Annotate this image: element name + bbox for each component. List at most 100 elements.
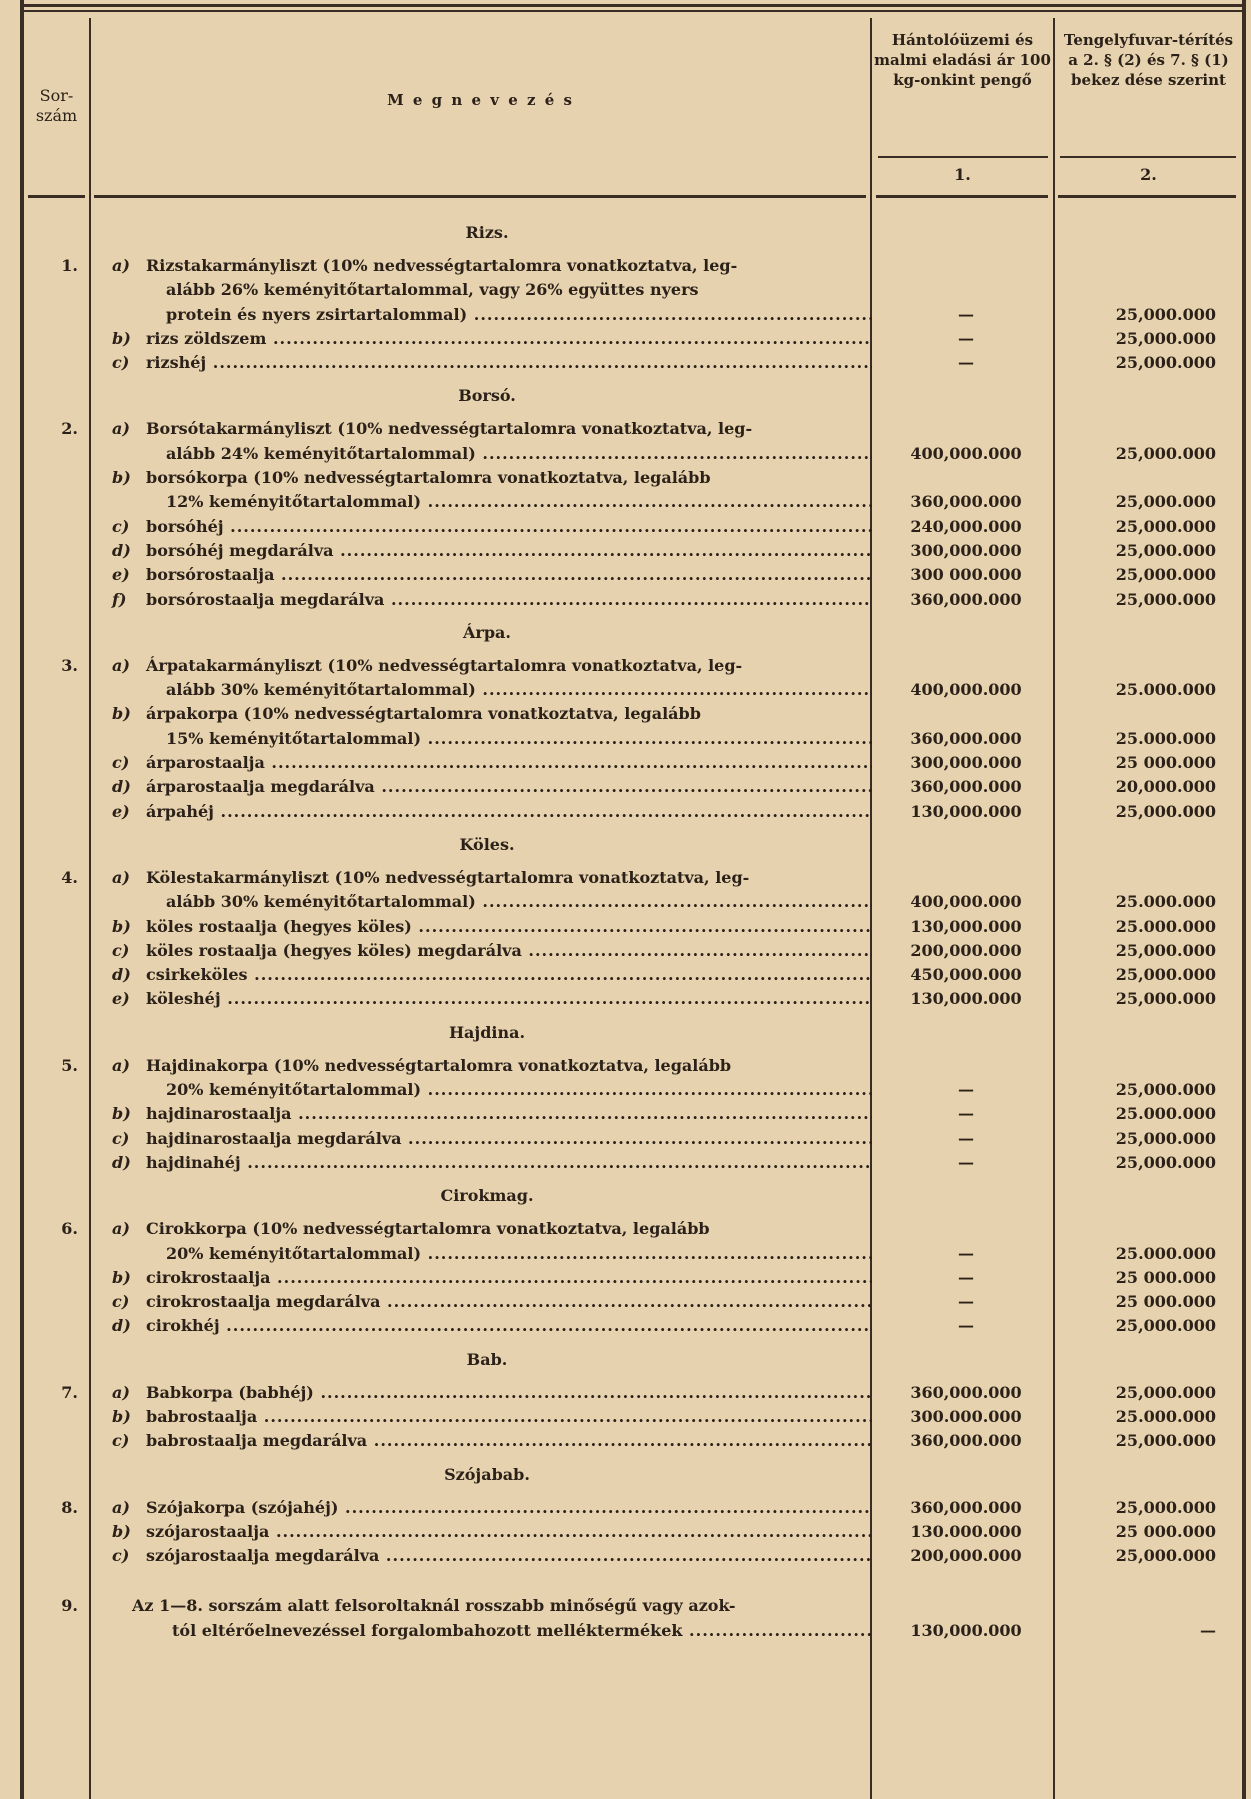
freight-value: 25,000.000	[1115, 801, 1216, 821]
item-name: alább 26% keményitőtartalommal, vagy 26%…	[92, 278, 872, 302]
item-text: rizshéj	[146, 353, 207, 373]
column-number-2: 2.	[1140, 165, 1157, 184]
section-title: Árpa.	[463, 622, 511, 642]
item-letter: c)	[112, 516, 130, 536]
price-value	[872, 466, 1042, 490]
item-name: b) árpakorpa (10% nedvességtartalomra von…	[92, 702, 872, 726]
price-value	[872, 702, 1042, 726]
table-row: 9. Az 1—8. sorszám alatt felsoroltaknál r…	[24, 1594, 1242, 1618]
header-rule	[1060, 156, 1236, 158]
section-title: Szójabab.	[444, 1464, 530, 1484]
item-letter: a)	[112, 419, 130, 439]
item-name: d) hajdinahéj	[92, 1151, 872, 1175]
price-value: 400,000.000	[910, 680, 1022, 700]
freight-value: 25,000.000	[1115, 516, 1216, 536]
table-row: c) rizshéj — 25,000.000	[24, 351, 1242, 375]
freight-value: 25,000.000	[1115, 1128, 1216, 1148]
freight-value	[1054, 254, 1224, 278]
row-number	[24, 800, 92, 824]
item-text: csirkeköles	[146, 965, 248, 985]
row-number	[24, 1078, 92, 1102]
freight-value: 25,000.000	[1115, 492, 1216, 512]
row-number	[24, 1127, 92, 1151]
table-row: b) cirokrostaalja — 25 000.000	[24, 1266, 1242, 1290]
freight-value: 25 000.000	[1115, 1292, 1216, 1312]
item-text: alább 30% keményitőtartalommal)	[166, 892, 476, 912]
header-col1: Hántolóüzemi és malmi eladási ár 100 kg-…	[874, 31, 1051, 89]
row-number: 9.	[61, 1596, 78, 1616]
item-text: Cirokkorpa (10% nedvességtartalomra vona…	[146, 1219, 710, 1239]
item-text: árpahéj	[146, 801, 214, 821]
item-letter: e)	[112, 565, 130, 585]
freight-value: 25.000.000	[1115, 728, 1216, 748]
price-value: —	[958, 1267, 974, 1287]
item-text: Kölestakarmányliszt (10% nedvességtartal…	[146, 867, 750, 887]
item-letter: c)	[112, 1292, 130, 1312]
price-value	[872, 1054, 1042, 1078]
item-letter: a)	[112, 1219, 130, 1239]
freight-value: 25,000.000	[1115, 965, 1216, 985]
table-row: b) babrostaalja 300.000.000 25.000.000	[24, 1405, 1242, 1429]
price-value: —	[958, 1080, 974, 1100]
item-text: hajdinarostaalja megdarálva	[146, 1128, 402, 1148]
item-letter: b)	[112, 1521, 131, 1541]
table-row: c) borsóhéj 240,000.000 25,000.000	[24, 515, 1242, 539]
price-value: 300,000.000	[910, 540, 1022, 560]
table-row: b) borsókorpa (10% nedvességtartalomra vo…	[24, 466, 1242, 490]
top-rule	[20, 4, 1246, 7]
table-row: 12% keményitőtartalommal) 360,000.000 25,0…	[24, 490, 1242, 514]
item-name: c) rizshéj	[92, 351, 872, 375]
item-text: rizs zöldszem	[146, 328, 267, 348]
item-name: b) szójarostaalja	[92, 1520, 872, 1544]
price-value	[872, 654, 1042, 678]
table-row: 1. a) Rizstakarmányliszt (10% nedvességtar…	[24, 254, 1242, 278]
item-text: cirokrostaalja	[146, 1267, 271, 1287]
table-row: 5. a) Hajdinakorpa (10% nedvességtartalomr…	[24, 1054, 1242, 1078]
freight-value	[1054, 1054, 1224, 1078]
table-row: f) borsórostaalja megdarálva 360,000.000 25…	[24, 588, 1242, 612]
price-value: —	[958, 1104, 974, 1124]
row-number	[24, 351, 92, 375]
item-name: b) babrostaalja	[92, 1405, 872, 1429]
price-value: —	[958, 1316, 974, 1336]
item-name: c) hajdinarostaalja megdarálva	[92, 1127, 872, 1151]
table-row: protein és nyers zsirtartalommal) — 25,000…	[24, 303, 1242, 327]
item-text: köles rostaalja (hegyes köles)	[146, 916, 412, 936]
freight-value: 20,000.000	[1115, 777, 1216, 797]
freight-value: 25,000.000	[1115, 1152, 1216, 1172]
freight-value	[1054, 1594, 1224, 1618]
table-row: e) borsórostaalja 300 000.000 25,000.000	[24, 563, 1242, 587]
section-title: Borsó.	[458, 386, 516, 406]
item-text: Árpatakarmányliszt (10% nedvességtartalo…	[146, 655, 743, 675]
item-letter: a)	[112, 1497, 130, 1517]
item-name: e) köleshéj	[92, 987, 872, 1011]
item-name: a) Babkorpa (babhéj)	[92, 1381, 872, 1405]
price-value: 360,000.000	[910, 728, 1022, 748]
price-value	[872, 1594, 1042, 1618]
row-number	[24, 915, 92, 939]
table-row: e) köleshéj 130,000.000 25,000.000	[24, 987, 1242, 1011]
header-separator	[94, 195, 866, 198]
price-value: 300 000.000	[910, 565, 1022, 585]
row-number	[24, 1314, 92, 1338]
header-separator	[28, 195, 85, 198]
row-number	[24, 727, 92, 751]
price-value	[872, 866, 1042, 890]
price-value: 240,000.000	[910, 516, 1022, 536]
item-text: szójarostaalja	[146, 1521, 270, 1541]
price-value: 130,000.000	[910, 1620, 1022, 1640]
freight-value: 25.000.000	[1115, 916, 1216, 936]
item-text: szójarostaalja megdarálva	[146, 1546, 380, 1566]
item-text: alább 26% keményitőtartalommal, vagy 26%…	[166, 280, 699, 300]
table-row: c) árparostaalja 300,000.000 25 000.000	[24, 751, 1242, 775]
section-title	[92, 1574, 882, 1588]
item-letter: d)	[112, 1316, 131, 1336]
item-name: d) cirokhéj	[92, 1314, 872, 1338]
freight-value	[1054, 278, 1224, 302]
item-letter: b)	[112, 1406, 131, 1426]
freight-value: 25,000.000	[1115, 1382, 1216, 1402]
item-letter: a)	[112, 867, 130, 887]
table-row: b) rizs zöldszem — 25,000.000	[24, 327, 1242, 351]
table-row: alább 24% keményitőtartalommal) 400,000.0…	[24, 442, 1242, 466]
item-text: borsóhéj megdarálva	[146, 540, 334, 560]
